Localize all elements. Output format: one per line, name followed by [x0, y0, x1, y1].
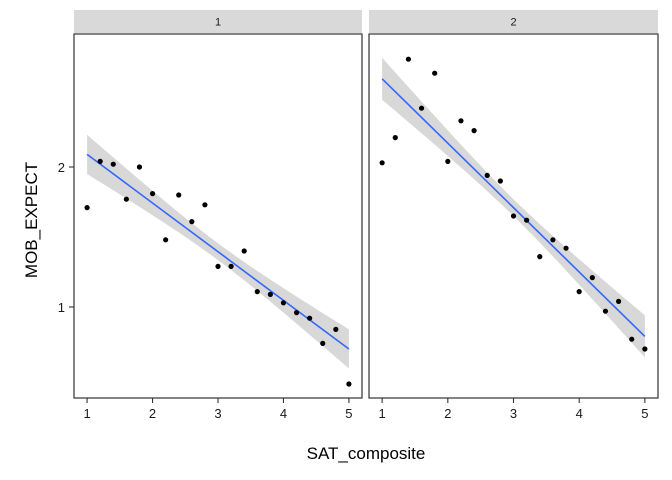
- data-point: [484, 172, 490, 178]
- data-point: [589, 275, 595, 281]
- data-point: [202, 202, 208, 208]
- x-tick-label: 3: [510, 406, 517, 421]
- data-point: [405, 56, 412, 62]
- data-point: [537, 254, 543, 260]
- data-point: [333, 326, 339, 332]
- regression-line: [86, 153, 350, 350]
- data-point: [432, 70, 438, 76]
- x-tick-label: 3: [214, 406, 221, 421]
- x-axis-title: SAT_composite: [307, 444, 426, 463]
- x-tick-label: 2: [149, 406, 156, 421]
- data-point: [97, 158, 103, 164]
- data-point: [615, 298, 622, 304]
- x-tick-label: 1: [83, 406, 90, 421]
- data-point: [307, 315, 313, 321]
- data-point: [84, 205, 90, 211]
- data-point: [241, 248, 247, 254]
- data-point: [497, 178, 503, 184]
- data-point: [215, 263, 221, 269]
- data-point: [280, 300, 287, 306]
- data-point: [254, 289, 260, 295]
- facet-strip-label: 1: [215, 17, 221, 29]
- data-point: [392, 135, 398, 141]
- data-point: [163, 237, 169, 243]
- x-tick-label: 1: [379, 406, 386, 421]
- data-point: [110, 161, 116, 167]
- facet-strip: [74, 10, 362, 33]
- data-point: [445, 158, 451, 164]
- data-point: [471, 128, 477, 134]
- data-point: [602, 308, 609, 314]
- x-tick-label: 5: [345, 406, 352, 421]
- data-point: [189, 219, 195, 225]
- x-tick-label: 5: [641, 406, 648, 421]
- data-point: [267, 291, 273, 297]
- data-point: [136, 164, 143, 170]
- y-tick-label: 1: [58, 300, 65, 315]
- data-point: [176, 192, 182, 198]
- data-point: [228, 263, 234, 269]
- y-tick-label: 2: [58, 160, 65, 175]
- data-point: [320, 340, 326, 346]
- x-tick-label: 4: [280, 406, 287, 421]
- data-point: [642, 346, 648, 352]
- data-point: [293, 310, 300, 316]
- x-tick-label: 2: [444, 406, 451, 421]
- facet-strip: [369, 10, 658, 33]
- data-point: [576, 289, 582, 295]
- data-point: [346, 381, 352, 387]
- data-point: [458, 118, 464, 124]
- x-tick-label: 4: [576, 406, 583, 421]
- data-point: [524, 217, 530, 223]
- facet-panels: 1 1 2 3 4 5 1 2 2 1 2 3 4 5: [58, 10, 659, 421]
- y-axis-title: MOB_EXPECT: [22, 162, 41, 278]
- data-point: [379, 160, 385, 166]
- data-point: [510, 213, 517, 219]
- data-point: [629, 336, 635, 342]
- data-point: [563, 245, 569, 251]
- facet-strip-label: 2: [510, 17, 516, 29]
- data-point: [123, 196, 129, 202]
- panel-frame: [73, 33, 363, 399]
- data-point: [550, 237, 556, 243]
- facet-panel-2: 2 1 2 3 4 5: [368, 10, 659, 421]
- regression-line: [381, 78, 646, 337]
- data-point: [149, 191, 156, 197]
- facet-panel-1: 1 1 2 3 4 5 1 2: [58, 10, 363, 421]
- data-point: [418, 105, 425, 111]
